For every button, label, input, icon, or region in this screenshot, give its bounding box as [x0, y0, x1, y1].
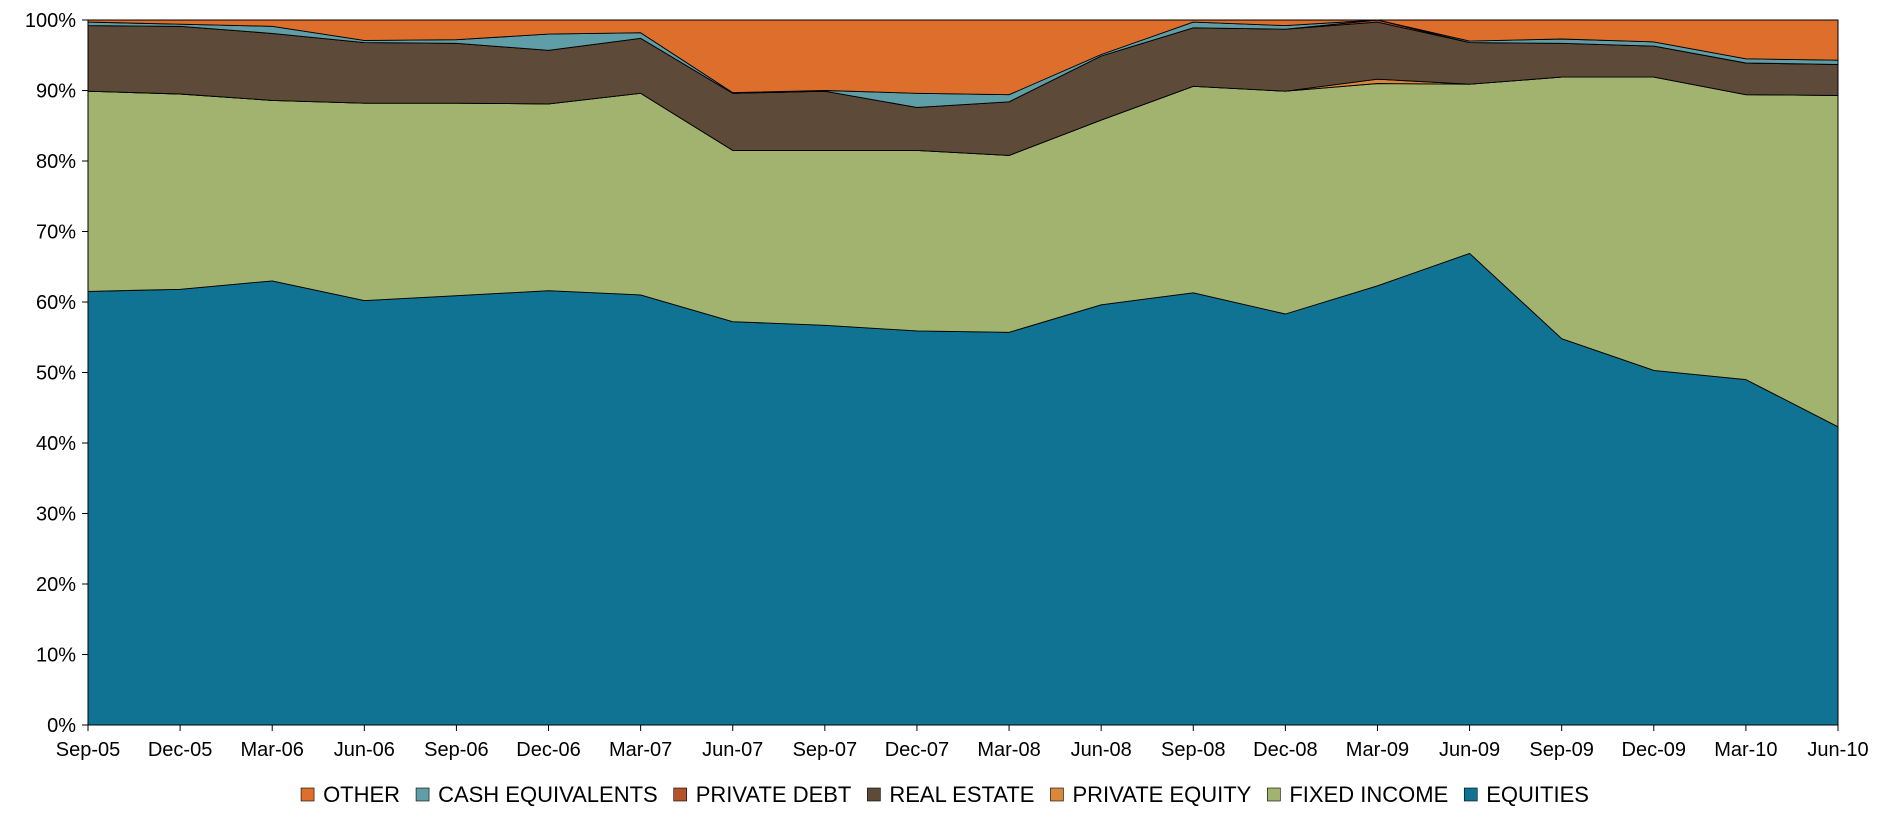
- x-tick-label: Sep-05: [56, 739, 121, 761]
- legend-item-other: OTHER: [300, 782, 400, 807]
- x-tick-label: Dec-07: [885, 739, 949, 761]
- x-tick-label: Jun-10: [1807, 739, 1868, 761]
- legend-label: OTHER: [323, 782, 400, 807]
- y-tick-label: 100%: [25, 10, 76, 32]
- axes: [82, 19, 1839, 731]
- legend-swatch: [867, 787, 881, 802]
- y-tick-label: 40%: [36, 433, 76, 455]
- x-tick-label: Jun-08: [1071, 739, 1132, 761]
- legend-item-real-estate: REAL ESTATE: [867, 782, 1034, 807]
- x-tick-label: Jun-07: [702, 739, 763, 761]
- legend-label: REAL ESTATE: [889, 782, 1034, 807]
- legend-label: PRIVATE EQUITY: [1072, 782, 1251, 807]
- x-tick-label: Sep-06: [424, 739, 489, 761]
- x-tick-label: Sep-09: [1529, 739, 1594, 761]
- legend-swatch: [1267, 787, 1281, 802]
- x-tick-label: Mar-07: [609, 739, 672, 761]
- x-tick-label: Mar-08: [977, 739, 1040, 761]
- legend-label: FIXED INCOME: [1289, 782, 1448, 807]
- x-tick-label: Dec-06: [516, 739, 580, 761]
- y-tick-label: 20%: [36, 574, 76, 596]
- legend-item-private-debt: PRIVATE DEBT: [673, 782, 852, 807]
- x-tick-label: Dec-09: [1622, 739, 1686, 761]
- legend-swatch: [1050, 787, 1064, 802]
- x-tick-label: Dec-05: [148, 739, 212, 761]
- legend-item-private-equity: PRIVATE EQUITY: [1050, 782, 1252, 807]
- legend-swatch: [673, 787, 688, 802]
- x-tick-label: Mar-10: [1714, 739, 1777, 761]
- legend-swatch: [1463, 787, 1478, 802]
- y-tick-label: 90%: [36, 81, 76, 103]
- legend-label: CASH EQUIVALENTS: [438, 782, 658, 807]
- x-tick-label: Mar-06: [241, 739, 304, 761]
- legend-label: EQUITIES: [1486, 782, 1589, 807]
- y-tick-label: 80%: [36, 151, 76, 173]
- area-series-group: [87, 19, 1839, 726]
- x-tick-label: Mar-09: [1346, 739, 1409, 761]
- x-tick-label: Jun-06: [334, 739, 395, 761]
- y-tick-label: 10%: [36, 645, 76, 667]
- legend: OTHER CASH EQUIVALENTS PRIVATE DEBT REAL ES…: [300, 782, 1589, 807]
- legend-item-equities: EQUITIES: [1463, 782, 1589, 807]
- y-tick-label: 0%: [47, 715, 76, 737]
- legend-swatch: [300, 787, 315, 802]
- legend-item-fixed-income: FIXED INCOME: [1267, 782, 1448, 807]
- legend-swatch: [415, 787, 430, 802]
- x-tick-labels: Sep-05 Dec-05 Mar-06 Jun-06 Sep-06 Dec-06 Mar-…: [56, 739, 1869, 761]
- x-tick-label: Dec-08: [1253, 739, 1317, 761]
- y-tick-label: 70%: [36, 222, 76, 244]
- legend-label: PRIVATE DEBT: [696, 782, 852, 807]
- x-tick-label: Jun-09: [1439, 739, 1500, 761]
- x-tick-label: Sep-08: [1161, 739, 1226, 761]
- y-tick-label: 50%: [36, 363, 76, 385]
- legend-item-cash-equivalents: CASH EQUIVALENTS: [415, 782, 658, 807]
- y-tick-label: 30%: [36, 504, 76, 526]
- y-tick-label: 60%: [36, 292, 76, 314]
- x-tick-label: Sep-07: [793, 739, 858, 761]
- y-tick-labels: 0% 10% 20% 30% 40% 50% 60% 70% 80% 90% 100%: [25, 10, 76, 737]
